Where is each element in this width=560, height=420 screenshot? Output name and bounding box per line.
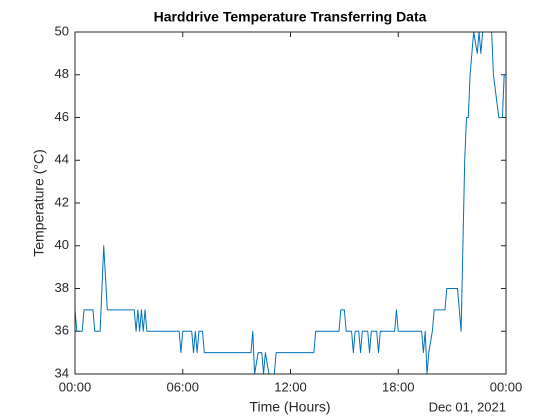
axes-box bbox=[74, 31, 507, 375]
y-axis-label: Temperature (°C) bbox=[31, 149, 47, 257]
x-tick-label: 00:00 bbox=[59, 379, 92, 394]
y-tick-label: 42 bbox=[55, 194, 69, 209]
x-tick-label: 00:00 bbox=[490, 379, 523, 394]
date-label: Dec 01, 2021 bbox=[429, 399, 506, 414]
x-axis-label: Time (Hours) bbox=[249, 399, 330, 415]
x-tick-label: 18:00 bbox=[382, 379, 415, 394]
y-tick-label: 38 bbox=[55, 280, 69, 295]
y-tick-label: 34 bbox=[55, 365, 69, 380]
plot-area bbox=[75, 32, 506, 374]
x-tick-label: 12:00 bbox=[274, 379, 307, 394]
y-tick-label: 40 bbox=[55, 237, 69, 252]
chart-title: Harddrive Temperature Transferring Data bbox=[154, 9, 427, 25]
y-tick-label: 36 bbox=[55, 323, 69, 338]
y-tick-label: 50 bbox=[55, 23, 69, 38]
y-tick-label: 44 bbox=[55, 152, 69, 167]
y-tick-label: 48 bbox=[55, 66, 69, 81]
data-line bbox=[74, 31, 506, 375]
y-tick-label: 46 bbox=[55, 109, 69, 124]
x-tick-label: 06:00 bbox=[166, 379, 199, 394]
